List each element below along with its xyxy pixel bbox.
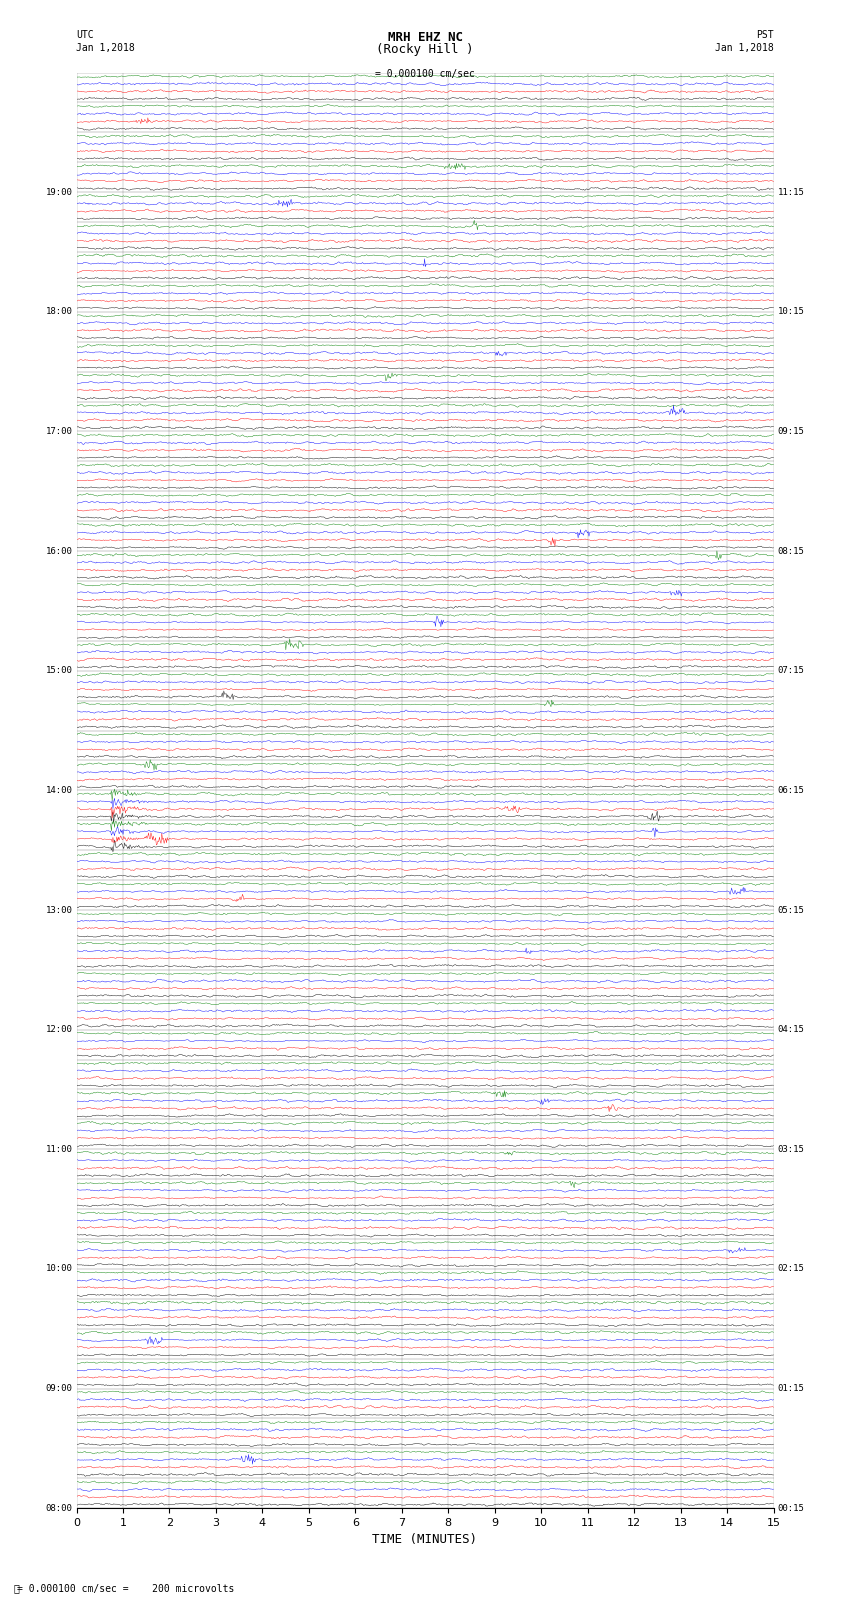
Text: (Rocky Hill ): (Rocky Hill ) xyxy=(377,44,473,56)
Text: 11:00: 11:00 xyxy=(45,1145,72,1153)
Text: 07:15: 07:15 xyxy=(778,666,805,676)
Text: Jan 1,2018: Jan 1,2018 xyxy=(715,44,774,53)
X-axis label: TIME (MINUTES): TIME (MINUTES) xyxy=(372,1534,478,1547)
Text: 10:15: 10:15 xyxy=(778,308,805,316)
Text: = 0.000100 cm/sec: = 0.000100 cm/sec xyxy=(375,69,475,79)
Text: 04:15: 04:15 xyxy=(778,1026,805,1034)
Text: MRH EHZ NC: MRH EHZ NC xyxy=(388,31,462,44)
Text: 16:00: 16:00 xyxy=(45,547,72,555)
Text: PST: PST xyxy=(756,31,774,40)
Text: UTC: UTC xyxy=(76,31,94,40)
Text: = 0.000100 cm/sec =    200 microvolts: = 0.000100 cm/sec = 200 microvolts xyxy=(17,1584,235,1594)
Text: 18:00: 18:00 xyxy=(45,308,72,316)
Text: 09:15: 09:15 xyxy=(778,427,805,436)
Text: 11:15: 11:15 xyxy=(778,187,805,197)
Text: 03:15: 03:15 xyxy=(778,1145,805,1153)
Text: 09:00: 09:00 xyxy=(45,1384,72,1394)
Text: 08:00: 08:00 xyxy=(45,1503,72,1513)
Text: 01:15: 01:15 xyxy=(778,1384,805,1394)
Text: 19:00: 19:00 xyxy=(45,187,72,197)
Text: 15:00: 15:00 xyxy=(45,666,72,676)
Text: 05:15: 05:15 xyxy=(778,905,805,915)
Text: Jan 1,2018: Jan 1,2018 xyxy=(76,44,135,53)
Text: ℓ: ℓ xyxy=(14,1584,20,1594)
Text: 00:15: 00:15 xyxy=(778,1503,805,1513)
Text: 08:15: 08:15 xyxy=(778,547,805,555)
Text: 02:15: 02:15 xyxy=(778,1265,805,1273)
Text: 14:00: 14:00 xyxy=(45,786,72,795)
Text: 06:15: 06:15 xyxy=(778,786,805,795)
Text: 13:00: 13:00 xyxy=(45,905,72,915)
Text: 12:00: 12:00 xyxy=(45,1026,72,1034)
Text: 17:00: 17:00 xyxy=(45,427,72,436)
Text: 10:00: 10:00 xyxy=(45,1265,72,1273)
